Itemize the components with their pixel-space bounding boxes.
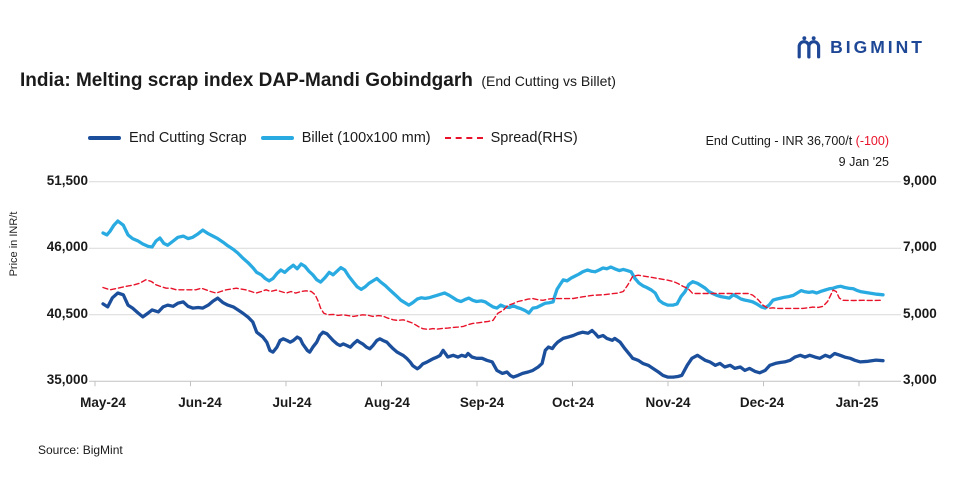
y-left-tick-label: 40,500 [46,306,88,321]
y-left-tick-label: 35,000 [46,372,88,387]
plot-area [89,181,901,387]
legend-label-spread: Spread(RHS) [490,130,578,146]
bigmint-logo-text: BIGMINT [830,37,925,57]
y-right-tick-label: 9,000 [903,173,937,188]
x-tick-label: Nov-24 [645,395,691,410]
y-axis-title: Price in INR/t [8,211,20,277]
source-note: Source: BigMint [38,443,123,457]
x-tick-label: Jun-24 [178,395,222,410]
legend-swatch-billet [260,136,294,140]
legend-item-spread: Spread(RHS) [444,130,578,146]
legend-label-billet: Billet (100x100 mm) [301,130,431,146]
series-line-end-cutting-scrap [101,291,885,379]
latest-price-date: 9 Jan '25 [838,154,889,169]
y-left-tick-label: 46,000 [46,239,88,254]
x-tick-label: Aug-24 [364,395,410,410]
y-right-tick-label: 7,000 [903,239,937,254]
series-line-spread-rhs- [102,274,884,331]
x-tick-label: Jul-24 [272,395,312,410]
series-line-billet-100x100-mm- [101,219,885,315]
latest-price-change: (-100) [855,134,889,148]
legend-item-billet: Billet (100x100 mm) [260,130,431,146]
x-tick-label: Oct-24 [551,395,595,410]
chart-title-main: India: Melting scrap index DAP-Mandi Gob… [20,70,473,91]
legend-label-end-cutting: End Cutting Scrap [129,130,247,146]
x-tick-label: Jan-25 [835,395,879,410]
latest-price-annotation: End Cutting - INR 36,700/t (-100) 9 Jan … [706,131,889,172]
legend-swatch-end-cutting [88,136,121,140]
bigmint-logo: BIGMINT [795,34,925,61]
chart-title: India: Melting scrap index DAP-Mandi Gob… [20,70,616,92]
chart-legend: End Cutting Scrap Billet (100x100 mm) Sp… [88,130,578,146]
latest-price-line: End Cutting - INR 36,700/t (-100) [706,131,889,152]
chart-title-sub: (End Cutting vs Billet) [481,73,616,89]
x-tick-label: May-24 [80,395,126,410]
x-tick-label: Dec-24 [739,395,785,410]
y-right-tick-label: 5,000 [903,306,937,321]
latest-price-text: End Cutting - INR 36,700/t [705,134,856,148]
y-right-tick-label: 3,000 [903,372,937,387]
bigmint-logo-icon [797,36,821,59]
legend-item-end-cutting: End Cutting Scrap [88,130,247,146]
y-left-tick-label: 51,500 [46,173,88,188]
legend-swatch-spread [444,137,483,139]
x-tick-label: Sep-24 [459,395,505,410]
